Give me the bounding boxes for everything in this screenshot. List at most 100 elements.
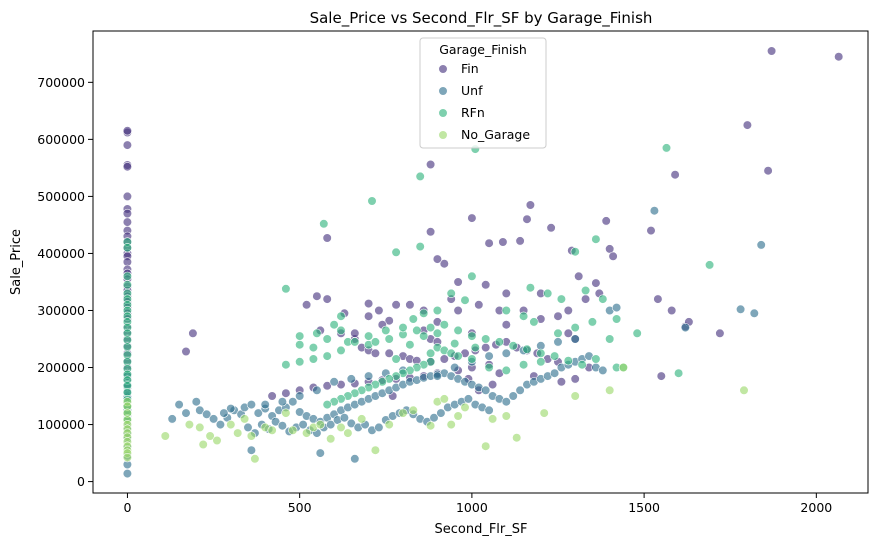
point-rfn: [439, 320, 449, 330]
point-rfn: [453, 351, 463, 361]
point-rfn: [308, 343, 319, 353]
point-rfn: [405, 340, 415, 350]
point-unf: [219, 408, 229, 418]
point-rfn: [536, 348, 546, 358]
point-fin: [556, 377, 567, 387]
point-fin: [501, 320, 511, 330]
point-fin: [405, 300, 415, 310]
point-fin: [439, 354, 449, 364]
point-unf: [450, 362, 460, 373]
point-fin: [281, 388, 291, 398]
point-rfn: [453, 325, 463, 336]
point-unf: [329, 377, 339, 387]
point-unf: [122, 469, 132, 479]
y-tick-label: 700000: [37, 75, 85, 90]
point-no-garage: [250, 454, 260, 464]
point-no-garage: [205, 431, 215, 441]
points-layer: [122, 46, 844, 479]
point-unf: [339, 413, 350, 423]
point-fin: [515, 236, 525, 246]
point-unf: [570, 334, 580, 344]
point-unf: [226, 404, 236, 414]
point-rfn: [391, 247, 401, 257]
y-axis-label: Sale_Price: [9, 229, 24, 295]
point-rfn: [598, 294, 608, 304]
point-rfn: [412, 325, 422, 336]
point-no-garage: [288, 425, 298, 435]
point-unf: [508, 391, 518, 401]
point-rfn: [494, 337, 505, 347]
point-rfn: [364, 331, 374, 341]
point-unf: [191, 397, 201, 407]
point-rfn: [295, 331, 305, 341]
point-rfn: [426, 323, 436, 333]
legend-label-rfn: RFn: [461, 105, 485, 120]
legend-items: Fin Unf RFn No_Garage: [438, 61, 530, 142]
point-unf: [649, 206, 660, 216]
point-rfn: [577, 360, 587, 370]
point-rfn: [432, 305, 443, 316]
legend-box: [419, 37, 547, 149]
point-fin: [667, 305, 677, 316]
point-fin: [122, 140, 132, 150]
point-fin: [467, 213, 477, 223]
point-unf: [181, 408, 191, 418]
point-unf: [246, 445, 256, 455]
point-rfn: [591, 234, 601, 244]
point-fin: [426, 159, 436, 170]
point-no-garage: [453, 411, 463, 421]
point-no-garage: [326, 434, 336, 444]
point-fin: [763, 166, 773, 176]
point-unf: [295, 407, 305, 417]
point-fin: [742, 120, 753, 130]
point-rfn: [661, 143, 672, 153]
point-unf: [253, 408, 263, 418]
point-unf: [243, 422, 253, 433]
x-axis: 0 500 1000 1500 2000: [123, 493, 832, 515]
y-tick-label: 300000: [37, 303, 85, 318]
chart-title: Sale_Price vs Second_Flr_SF by Garage_Fi…: [310, 9, 653, 28]
point-unf: [246, 400, 256, 410]
point-rfn: [370, 337, 381, 347]
point-fin: [670, 170, 680, 180]
point-fin: [122, 208, 132, 219]
point-fin: [656, 371, 666, 381]
point-no-garage: [246, 431, 256, 441]
point-no-garage: [618, 362, 629, 373]
point-no-garage: [315, 420, 325, 430]
point-rfn: [563, 356, 573, 366]
point-unf: [432, 371, 443, 381]
point-unf: [202, 409, 212, 419]
point-unf: [364, 371, 374, 381]
point-rfn: [381, 325, 391, 336]
point-no-garage: [384, 420, 394, 430]
point-unf: [271, 417, 281, 427]
point-fin: [525, 200, 536, 210]
point-fin: [484, 238, 494, 248]
point-no-garage: [739, 385, 749, 395]
point-rfn: [419, 308, 429, 318]
point-unf: [277, 421, 288, 431]
point-unf: [463, 394, 474, 404]
point-no-garage: [226, 420, 236, 430]
point-fin: [481, 343, 491, 353]
point-unf: [501, 348, 511, 358]
point-rfn: [467, 331, 477, 341]
point-rfn: [529, 317, 539, 327]
point-unf: [436, 408, 446, 418]
point-rfn: [467, 354, 477, 364]
point-rfn: [553, 328, 563, 338]
point-fin: [267, 391, 277, 401]
point-fin: [322, 233, 332, 243]
point-fin: [591, 278, 601, 288]
point-fin: [608, 251, 618, 261]
point-no-garage: [281, 408, 291, 418]
point-fin: [426, 227, 436, 237]
point-no-garage: [481, 441, 491, 451]
point-rfn: [580, 285, 591, 296]
y-axis: 0 100000 200000 300000 400000 500000 600000 700…: [37, 75, 93, 489]
point-rfn: [281, 360, 291, 370]
point-fin: [122, 126, 132, 136]
point-rfn: [470, 343, 480, 353]
point-no-garage: [240, 414, 250, 424]
